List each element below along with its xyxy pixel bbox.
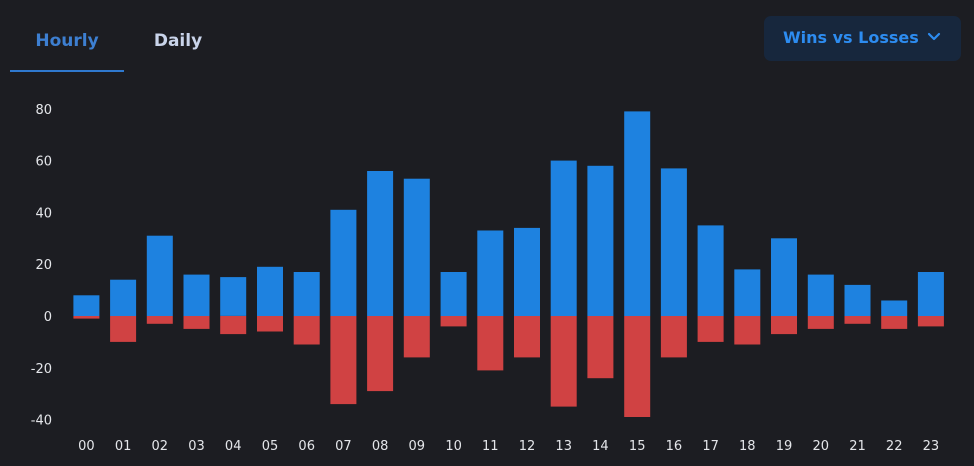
losses-bar-20 [807,316,834,329]
x-tick-label: 20 [813,439,830,454]
losses-bar-22 [881,316,908,329]
y-tick-label: 20 [35,258,52,273]
wins-bar-15 [624,111,651,317]
x-tick-label: 21 [849,439,866,454]
wins-bar-18 [734,269,761,316]
y-tick-label: 0 [44,310,52,325]
x-tick-label: 13 [555,439,572,454]
losses-bar-21 [844,316,871,324]
losses-bar-14 [587,316,614,379]
x-tick-label: 02 [152,439,169,454]
wins-bar-10 [440,272,467,316]
losses-bar-13 [550,316,577,407]
wins-bar-00 [73,295,100,316]
tab-hourly-label: Hourly [35,31,99,51]
wins-bar-17 [697,225,724,316]
x-tick-label: 08 [372,439,389,454]
x-tick-label: 09 [409,439,426,454]
tab-hourly[interactable]: Hourly [10,28,124,72]
x-tick-label: 04 [225,439,242,454]
wins-bar-07 [330,209,357,316]
wins-bar-11 [477,230,504,316]
x-tick-label: 22 [886,439,903,454]
x-tick-label: 12 [519,439,536,454]
wins-bar-19 [771,238,797,316]
x-tick-label: 03 [188,439,205,454]
losses-bar-06 [293,316,320,345]
x-tick-label: 15 [629,439,646,454]
losses-bar-08 [367,316,394,392]
metric-dropdown-label: Wins vs Losses [783,28,919,47]
wins-bar-20 [807,274,834,316]
losses-bar-12 [514,316,540,358]
losses-bar-11 [477,316,504,371]
losses-bar-09 [403,316,430,358]
y-tick-label: 80 [35,103,52,118]
tab-daily-label: Daily [153,31,203,51]
wins-bar-16 [660,168,687,316]
losses-bar-17 [697,316,724,342]
losses-bar-15 [624,316,651,417]
wins-bar-05 [257,266,283,316]
x-tick-label: 17 [702,439,719,454]
wins-bar-21 [844,284,871,316]
x-tick-label: 05 [262,439,279,454]
active-tab-indicator [10,70,124,72]
y-tick-label: 40 [35,206,52,221]
losses-bar-05 [257,316,283,332]
metric-dropdown[interactable]: Wins vs Losses [764,16,961,61]
wins-bar-01 [110,279,137,316]
wins-bar-04 [220,277,247,316]
losses-bar-02 [146,316,173,324]
wins-bar-22 [881,300,908,316]
x-tick-label: 00 [78,439,95,454]
wins-bar-06 [293,272,320,316]
x-tick-label: 23 [923,439,940,454]
x-tick-label: 19 [776,439,793,454]
losses-bar-19 [771,316,797,335]
wins-bar-14 [587,165,614,316]
y-tick-label: -20 [31,362,52,377]
wins-bar-09 [403,178,430,316]
chevron-down-icon [927,32,941,41]
wins-bar-23 [917,272,944,316]
x-tick-label: 16 [666,439,683,454]
losses-bar-04 [220,316,247,335]
losses-bar-00 [73,316,100,319]
wins-bar-13 [550,160,577,316]
losses-bar-23 [917,316,944,327]
wins-bar-02 [146,235,173,316]
losses-bar-07 [330,316,357,405]
x-tick-label: 10 [445,439,462,454]
wins-bar-03 [183,274,210,316]
wins-bar-08 [367,171,394,316]
losses-bar-16 [660,316,687,358]
losses-bar-18 [734,316,761,345]
y-tick-label: 60 [35,155,52,170]
x-tick-label: 06 [298,439,315,454]
y-tick-label: -40 [31,414,52,429]
x-tick-label: 07 [335,439,352,454]
x-tick-label: 11 [482,439,499,454]
tab-daily[interactable]: Daily [134,28,222,72]
x-tick-label: 01 [115,439,132,454]
x-tick-label: 18 [739,439,756,454]
losses-bar-03 [183,316,210,329]
losses-bar-10 [440,316,467,327]
wins-bar-12 [514,227,540,316]
losses-bar-01 [110,316,137,342]
x-tick-label: 14 [592,439,609,454]
